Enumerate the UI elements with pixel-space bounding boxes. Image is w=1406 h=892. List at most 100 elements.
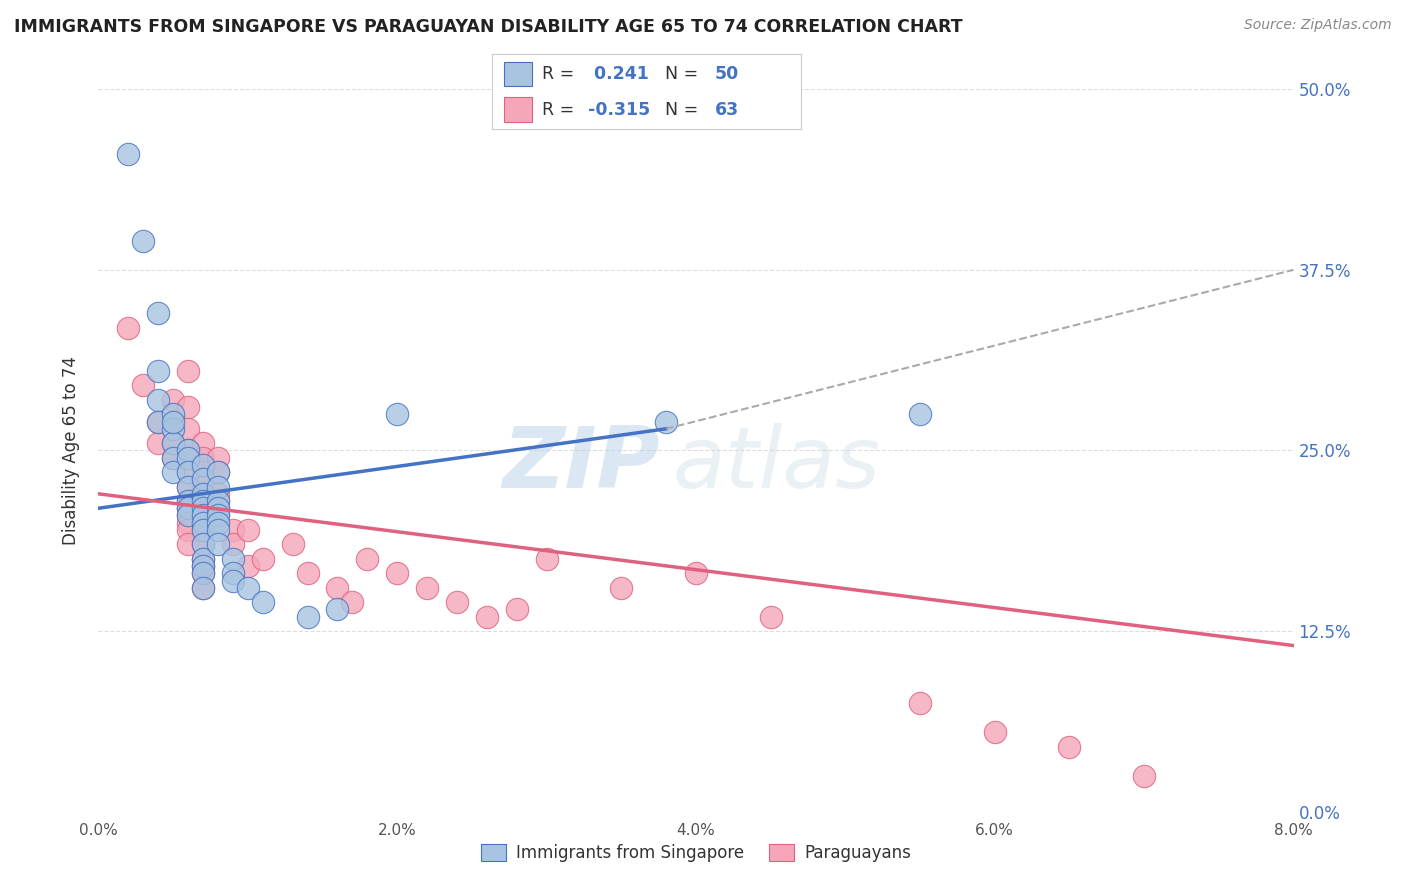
Point <box>191 436 214 450</box>
Point <box>177 400 200 414</box>
Point <box>207 465 229 479</box>
Point <box>191 566 214 581</box>
Legend: Immigrants from Singapore, Paraguayans: Immigrants from Singapore, Paraguayans <box>474 837 918 869</box>
Point <box>191 501 214 516</box>
Point <box>177 516 200 530</box>
Point <box>297 609 319 624</box>
Point <box>207 487 229 501</box>
Point <box>536 551 558 566</box>
Point <box>759 609 782 624</box>
Point <box>984 725 1007 739</box>
Point <box>252 551 274 566</box>
Point <box>162 415 184 429</box>
Text: Source: ZipAtlas.com: Source: ZipAtlas.com <box>1244 18 1392 32</box>
Point <box>177 501 200 516</box>
Point <box>191 537 214 551</box>
Point <box>162 436 184 450</box>
Point <box>446 595 468 609</box>
Point <box>342 595 364 609</box>
Point <box>1059 739 1081 754</box>
Point <box>297 566 319 581</box>
Point <box>685 566 707 581</box>
Point <box>222 566 245 581</box>
Point <box>222 551 245 566</box>
Point <box>177 494 200 508</box>
Point <box>162 450 184 465</box>
Point <box>385 566 409 581</box>
Point <box>191 516 214 530</box>
Point <box>148 415 170 429</box>
Point <box>506 602 529 616</box>
Point <box>222 537 245 551</box>
Point <box>162 450 184 465</box>
Point <box>252 595 274 609</box>
Point <box>191 516 214 530</box>
Point <box>177 450 200 465</box>
Point <box>207 523 229 537</box>
Point <box>191 458 214 472</box>
Point <box>416 581 439 595</box>
Point <box>222 523 245 537</box>
Point <box>177 480 200 494</box>
Text: 50: 50 <box>714 65 740 83</box>
Point <box>177 422 200 436</box>
Point <box>207 508 229 523</box>
Point <box>191 537 214 551</box>
Point <box>177 465 200 479</box>
Point <box>191 465 214 479</box>
Point <box>177 501 200 516</box>
Point <box>191 566 214 581</box>
Text: atlas: atlas <box>672 424 880 507</box>
Point <box>207 501 229 516</box>
Point <box>207 480 229 494</box>
Point <box>148 392 170 407</box>
Text: 0.241: 0.241 <box>588 65 648 83</box>
Point <box>191 581 214 595</box>
Point <box>162 415 184 429</box>
Point <box>191 450 214 465</box>
Point <box>236 581 259 595</box>
Point <box>191 472 214 486</box>
Text: IMMIGRANTS FROM SINGAPORE VS PARAGUAYAN DISABILITY AGE 65 TO 74 CORRELATION CHAR: IMMIGRANTS FROM SINGAPORE VS PARAGUAYAN … <box>14 18 963 36</box>
Point <box>177 480 200 494</box>
Point <box>162 407 184 421</box>
Point <box>207 450 229 465</box>
Point <box>132 234 155 248</box>
Point <box>356 551 378 566</box>
Point <box>177 443 200 458</box>
Point <box>207 516 229 530</box>
Point <box>177 443 200 458</box>
Point <box>475 609 498 624</box>
FancyBboxPatch shape <box>505 62 533 87</box>
Point <box>191 523 214 537</box>
Point <box>177 364 200 378</box>
Point <box>177 465 200 479</box>
Point <box>177 523 200 537</box>
FancyBboxPatch shape <box>505 97 533 122</box>
Point <box>191 494 214 508</box>
Point <box>117 147 139 161</box>
Point <box>207 501 229 516</box>
Point <box>655 415 678 429</box>
Point <box>908 696 931 710</box>
Text: 63: 63 <box>714 101 740 119</box>
Point <box>236 559 259 574</box>
Point <box>191 494 214 508</box>
Y-axis label: Disability Age 65 to 74: Disability Age 65 to 74 <box>62 356 80 545</box>
Point <box>191 581 214 595</box>
Text: N =: N = <box>665 101 704 119</box>
Point <box>162 436 184 450</box>
Text: -0.315: -0.315 <box>588 101 650 119</box>
Point <box>207 494 229 508</box>
Point <box>207 465 229 479</box>
Text: R =: R = <box>541 101 579 119</box>
Point <box>177 537 200 551</box>
Point <box>177 508 200 523</box>
Point <box>191 559 214 574</box>
Point <box>162 422 184 436</box>
Point <box>148 364 170 378</box>
Point <box>148 436 170 450</box>
Point <box>326 602 349 616</box>
Point <box>162 465 184 479</box>
Point <box>191 551 214 566</box>
